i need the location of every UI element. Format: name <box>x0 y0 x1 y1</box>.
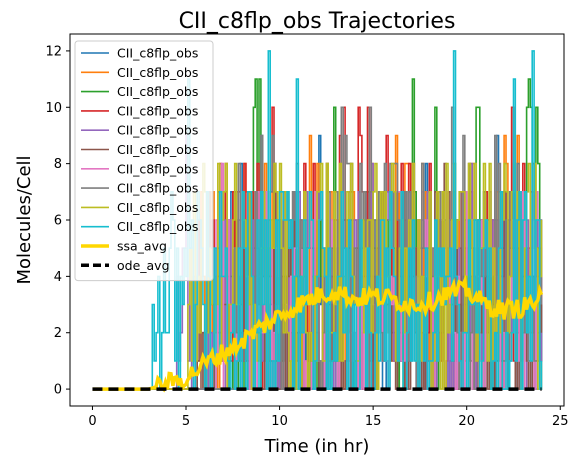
y-tick-label: 12 <box>45 44 62 59</box>
plot-frame <box>69 33 565 407</box>
x-axis-label: Time (in hr) <box>264 436 370 457</box>
legend-entry-label: CII_c8flp_obs <box>117 65 198 80</box>
y-tick-label: 6 <box>54 214 62 229</box>
y-tick-label: 8 <box>54 157 62 172</box>
y-tick-label: 2 <box>54 326 62 341</box>
x-axis-ticks: 0 5 10 15 20 25 <box>88 406 569 429</box>
legend-box <box>74 40 214 282</box>
legend-entry-label: CII_c8flp_obs <box>117 123 198 138</box>
legend-entry-label: CII_c8flp_obs <box>117 200 198 215</box>
ssa-avg-line <box>92 274 544 393</box>
legend-entry-label: CII_c8flp_obs <box>117 142 198 157</box>
legend-entry-label: CII_c8flp_obs <box>117 46 198 61</box>
legend-entry-label: ssa_avg <box>117 239 167 254</box>
legend-entry-label: CII_c8flp_obs <box>117 84 198 99</box>
legend-entry-label: CII_c8flp_obs <box>117 219 198 234</box>
chart-title: CII_c8flp_obs Trajectories <box>179 9 456 34</box>
y-axis-ticks: 0 2 4 6 8 10 12 <box>45 44 70 398</box>
legend-entry-label: CII_c8flp_obs <box>117 181 198 196</box>
y-tick-label: 4 <box>54 270 62 285</box>
y-axis-label: Molecules/Cell <box>14 155 35 284</box>
x-tick-label: 0 <box>88 414 96 429</box>
legend-entry-label: CII_c8flp_obs <box>117 103 198 118</box>
legend: CII_c8flp_obs CII_c8flp_obs CII_c8flp_obs C… <box>74 40 214 282</box>
x-tick-label: 10 <box>271 414 288 429</box>
x-tick-label: 5 <box>182 414 190 429</box>
legend-entry-label: ode_avg <box>117 258 170 273</box>
x-tick-label: 15 <box>365 414 382 429</box>
legend-entry-label: CII_c8flp_obs <box>117 161 198 176</box>
x-tick-label: 20 <box>458 414 475 429</box>
x-tick-label: 25 <box>552 414 569 429</box>
y-tick-label: 10 <box>45 101 62 116</box>
y-tick-label: 0 <box>54 383 62 398</box>
